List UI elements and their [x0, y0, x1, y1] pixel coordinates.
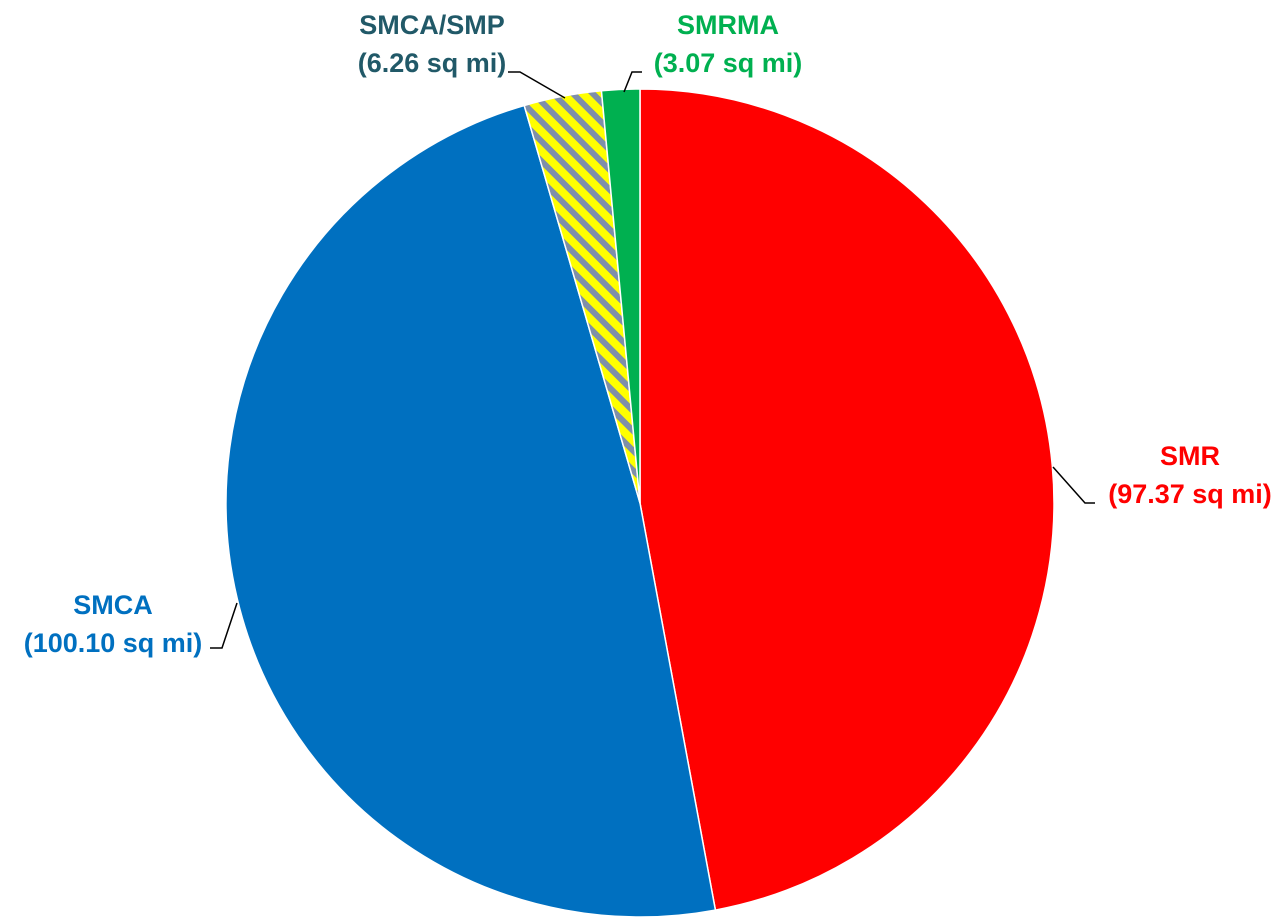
- slice-label-smca: SMCA: [73, 590, 153, 620]
- slice-value-label-smca: (100.10 sq mi): [24, 628, 203, 658]
- pie-slices: [225, 88, 1055, 918]
- leader-line-smca: [210, 602, 238, 649]
- slice-label-smrma: SMRMA: [677, 10, 779, 40]
- slice-value-label-smca-smp: (6.26 sq mi): [358, 48, 507, 78]
- slice-value-label-smr: (97.37 sq mi): [1108, 479, 1272, 509]
- slice-label-smr: SMR: [1160, 441, 1220, 471]
- pie-slice-smca: [225, 104, 717, 918]
- leader-line-smr: [1052, 466, 1095, 504]
- leader-line-smrma: [623, 71, 642, 93]
- slice-labels: SMR (97.37 sq mi) SMCA (100.10 sq mi) SMCA/S…: [24, 10, 1272, 658]
- leader-line-smca-smp: [508, 71, 566, 99]
- leader-lines: [210, 71, 1095, 649]
- pie-slice-smrma: [600, 88, 641, 504]
- pie-slice-smr: [639, 88, 1055, 911]
- slice-label-smca-smp: SMCA/SMP: [359, 10, 505, 40]
- slice-value-label-smrma: (3.07 sq mi): [654, 48, 803, 78]
